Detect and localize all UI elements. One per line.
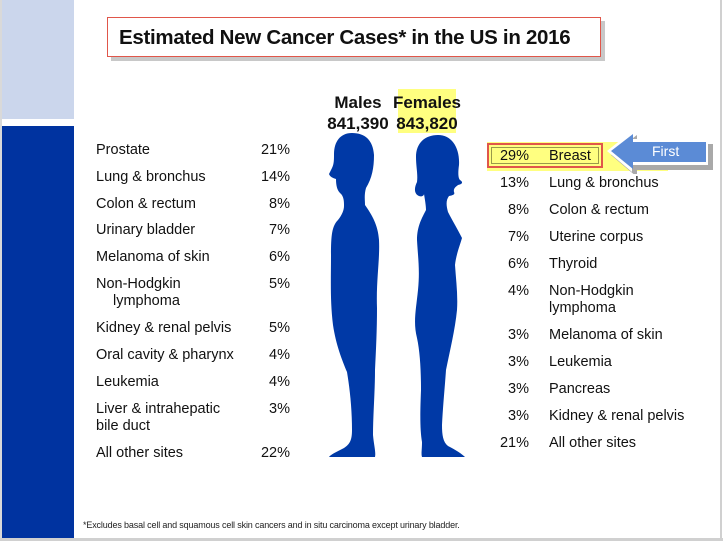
male-site-pct: 22% [260,445,290,461]
breast-outline [487,143,603,168]
female-site-name: Melanoma of skin [549,327,663,343]
female-site-pct: 8% [508,202,529,218]
females-total: 843,820 [396,114,458,133]
females-header: Females 843,820 [392,92,462,134]
female-site-pct: 29% [499,148,529,164]
male-site-pct: 5% [269,320,290,336]
male-site-pct: 8% [269,196,290,212]
male-site-name: Non-Hodgkin [96,276,181,292]
males-total: 841,390 [327,114,389,133]
male-site-name: Urinary bladder [96,222,196,238]
females-highlight [398,89,456,133]
female-site-pct: 4% [508,283,529,299]
male-silhouette-icon [329,133,380,457]
female-site-name: Breast [549,148,591,164]
slide-border-left [0,0,2,541]
male-site-name-line2: bile duct [96,418,151,434]
female-site-pct: 3% [508,408,529,424]
male-site-pct: 4% [269,347,290,363]
female-site-pct: 21% [499,435,529,451]
female-site-name-line2: lymphoma [549,300,616,316]
male-site-name: All other sites [96,445,184,461]
male-site-name: Leukemia [96,374,159,390]
male-site-pct: 6% [269,249,290,265]
female-site-name: All other sites [549,435,637,451]
male-site-pct: 3% [269,401,290,417]
slide-border-right [720,0,722,541]
male-site-name: Oral cavity & pharynx [96,347,234,363]
female-site-name: Thyroid [549,256,598,272]
male-site-name: Melanoma of skin [96,249,210,265]
male-site-pct: 7% [269,222,290,238]
male-site-name: Colon & rectum [96,196,196,212]
male-site-name: Lung & bronchus [96,169,206,185]
female-site-name: Leukemia [549,354,612,370]
sidebar-accent-light [2,0,74,119]
silhouettes [329,133,465,457]
female-site-pct: 3% [508,327,529,343]
page-title: Estimated New Cancer Cases* in the US in… [119,26,571,49]
sidebar-accent-dark [2,126,74,538]
male-site-pct: 21% [260,142,290,158]
male-site-pct: 14% [260,169,290,185]
male-site-pct: 5% [269,276,290,292]
female-site-pct: 3% [508,381,529,397]
female-site-name: Non-Hodgkin [549,283,634,299]
male-site-name: Kidney & renal pelvis [96,320,232,336]
callout-label: First [652,143,680,159]
left-arrow-callout-icon [607,131,713,174]
female-site-pct: 7% [508,229,529,245]
slide-border-bottom [0,538,723,541]
females-label: Females [392,93,462,112]
male-site-pct: 4% [269,374,290,390]
males-label: Males [334,93,382,112]
title-box: Estimated New Cancer Cases* in the US in… [107,17,601,57]
female-site-name: Pancreas [549,381,611,397]
female-site-name: Uterine corpus [549,229,644,245]
female-site-name: Colon & rectum [549,202,649,218]
female-site-pct: 6% [508,256,529,272]
male-site-name-line2: lymphoma [113,293,180,309]
female-site-pct: 3% [508,354,529,370]
female-silhouette-icon [414,135,465,457]
female-site-pct: 13% [499,175,529,191]
footnote: *Excludes basal cell and squamous cell s… [83,520,460,530]
male-site-name: Prostate [96,142,150,158]
male-site-name: Liver & intrahepatic [96,401,221,417]
males-header: Males 841,390 [318,92,398,134]
female-site-name: Lung & bronchus [549,175,659,191]
female-site-name: Kidney & renal pelvis [549,408,685,424]
